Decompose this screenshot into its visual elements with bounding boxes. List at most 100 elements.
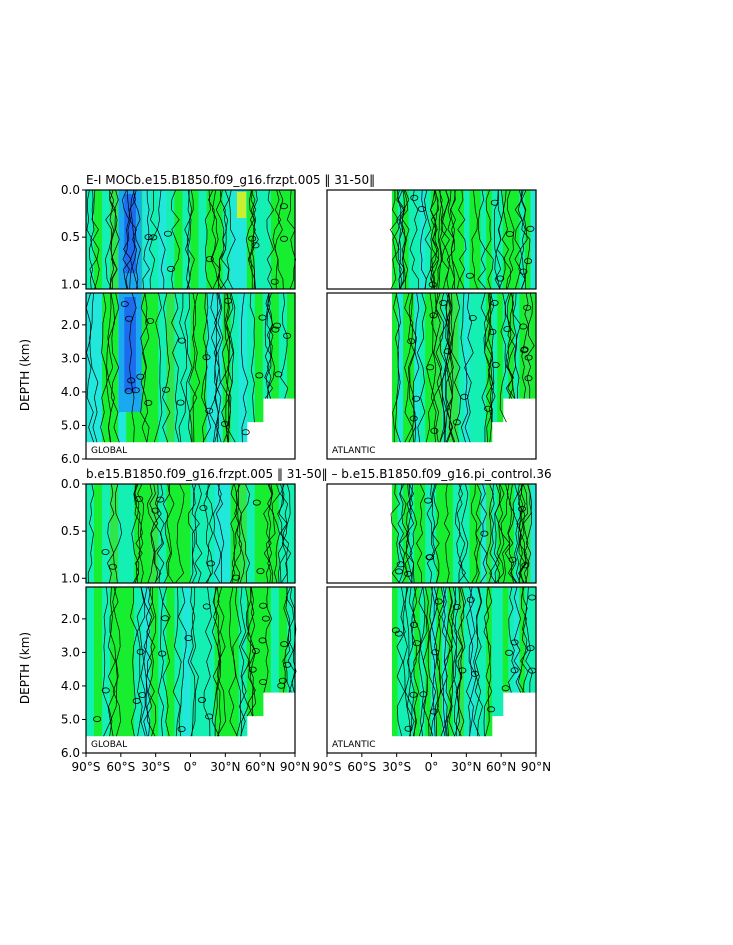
contour-label-ellipse (279, 235, 288, 242)
panel-group: GLOBAL 0.0 0.5 1.0 2.0 3.0 4.0 5.0 6.0 ATLANTIC GL… (61, 183, 551, 774)
contour-line (434, 586, 442, 737)
heatmap-cell (530, 293, 537, 399)
heatmap-cell (287, 484, 296, 583)
heatmap-cell (452, 190, 459, 289)
contour-line (471, 483, 478, 584)
heatmap-cell (246, 190, 256, 289)
heatmap-cell (198, 587, 208, 737)
heatmap-cell (486, 587, 493, 737)
contour-line (89, 292, 99, 443)
contour-label-ellipse (205, 713, 214, 720)
heatmap-cell (150, 293, 159, 443)
contour-line (505, 189, 515, 290)
heatmap-cell (486, 484, 493, 583)
heatmap-cell (524, 484, 531, 583)
contour-line (409, 189, 419, 290)
chart-panel-top-atlantic (389, 189, 537, 443)
y-tick-label: 2.0 (61, 318, 80, 332)
contour-label-ellipse (202, 603, 211, 610)
heatmap-cell (86, 587, 95, 737)
heatmap-cell (254, 484, 264, 583)
heatmap-cell (214, 484, 224, 583)
heatmap-cell (158, 190, 167, 289)
contour-line (140, 292, 149, 443)
contour-line (520, 586, 529, 693)
heatmap-cell (86, 484, 95, 583)
contour-label-ellipse (279, 203, 288, 210)
heatmap-cell (530, 587, 537, 693)
contour-label-ellipse (258, 637, 267, 644)
heatmap-cell (480, 190, 487, 289)
contour-label-ellipse (251, 242, 260, 249)
upper-panel-frame (326, 483, 537, 584)
heatmap-cell (403, 293, 410, 443)
bottom-y-axis-label: DEPTH (km) (18, 632, 32, 704)
contour-line (464, 292, 474, 443)
chart-panel-bottom-atlantic (390, 483, 537, 737)
contour-line (137, 483, 144, 584)
x-tick-label: 90°N (280, 760, 310, 774)
heatmap-cell (475, 190, 482, 289)
heatmap-cell (469, 293, 476, 443)
contour-line (85, 292, 95, 443)
contour-line (455, 483, 463, 583)
contour-line (264, 292, 272, 399)
contour-label-ellipse (434, 598, 443, 605)
heatmap-cell (246, 484, 256, 583)
heatmap-cell (419, 190, 426, 289)
contour-line (271, 483, 281, 584)
contour-line (240, 292, 249, 443)
contour-line (427, 586, 437, 737)
contour-line (433, 292, 442, 443)
contour-label-ellipse (274, 371, 283, 378)
heatmap-cell (392, 293, 399, 443)
contour-label-ellipse (470, 670, 479, 677)
contour-line (471, 189, 478, 290)
contour-label-ellipse (410, 194, 419, 201)
heatmap-cell (110, 293, 119, 443)
contour-line (111, 189, 120, 290)
contour-line (187, 483, 196, 584)
contour-line (466, 586, 474, 737)
contour-label-ellipse (452, 603, 461, 610)
contour-label-ellipse (135, 495, 144, 502)
contour-line (493, 483, 501, 584)
contour-line (408, 292, 416, 443)
contour-line (390, 483, 401, 584)
heatmap-cell (110, 190, 119, 289)
contour-line (517, 586, 528, 693)
contour-line (396, 586, 406, 737)
contour-line (203, 586, 213, 737)
heatmap-cell (287, 293, 296, 399)
heatmap-cell (198, 484, 208, 583)
contour-label-ellipse (394, 568, 403, 575)
contour-line (240, 483, 250, 584)
heatmap-cell (246, 293, 256, 423)
heatmap-cell (126, 587, 135, 737)
heatmap-cell (214, 587, 224, 737)
contour-label-ellipse (466, 596, 475, 603)
contour-label-ellipse (496, 275, 505, 282)
heatmap-cell (513, 190, 520, 289)
panel-label: GLOBAL (91, 740, 127, 750)
heatmap-cell (414, 587, 421, 737)
bottom-section-title: b.e15.B1850.f09_g16.frzpt.005 ‖ 31-50‖ –… (86, 467, 552, 481)
y-tick-label: 0.0 (61, 477, 80, 491)
contour-label-ellipse (490, 299, 499, 306)
contour-line (430, 189, 440, 290)
contour-line (153, 292, 163, 443)
heatmap-cell (464, 190, 471, 289)
contour-label-ellipse (490, 199, 499, 206)
contour-line (171, 189, 180, 290)
contour-label-ellipse (521, 562, 530, 569)
heatmap-cell (94, 293, 103, 443)
heatmap-cell (441, 190, 448, 289)
contour-line (508, 586, 517, 693)
contour-label-ellipse (429, 708, 438, 715)
contour-label-ellipse (519, 323, 528, 330)
contour-line (510, 483, 519, 584)
contour-line (444, 586, 453, 737)
contour-label-ellipse (431, 649, 440, 656)
contour-line (128, 189, 137, 290)
heatmap-cell (513, 484, 520, 583)
